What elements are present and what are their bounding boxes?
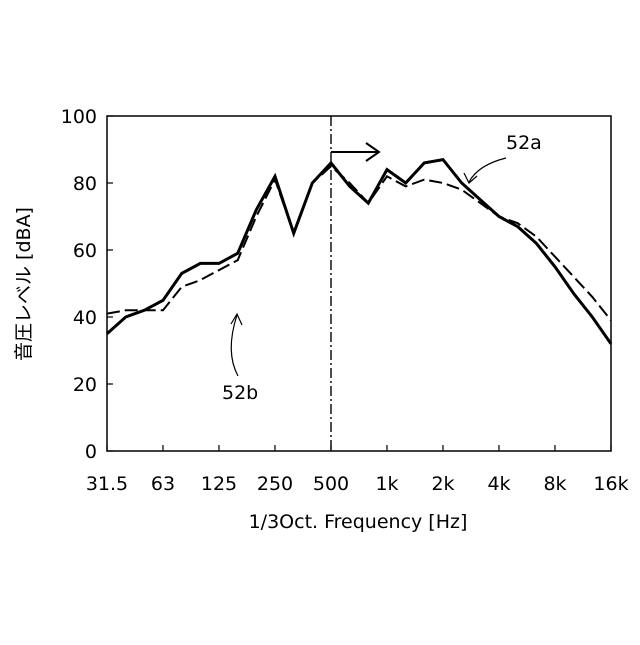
y-axis-label: 音圧レベル [dBA] [13,207,35,361]
callout-label-52b: 52b [222,382,258,404]
x-tick-label: 4k [487,473,510,495]
y-tick-label: 40 [73,307,97,329]
x-tick-label: 63 [151,473,175,495]
y-tick-label: 80 [73,173,97,195]
plot-area-frame [107,116,611,451]
callout-label-52a: 52a [506,132,542,154]
x-tick-label: 31.5 [86,473,128,495]
callout-leader-52b [231,315,238,376]
x-tick-label: 125 [201,473,237,495]
y-tick-label: 0 [85,441,97,463]
x-tick-label: 16k [593,473,628,495]
series-line-52a [107,160,611,344]
y-tick-label: 100 [61,106,97,128]
x-tick-label: 500 [313,473,349,495]
x-tick-label: 2k [431,473,454,495]
callout-arrowhead-52b [231,314,242,325]
x-axis-label: 1/3Oct. Frequency [Hz] [249,511,468,533]
x-tick-label: 1k [375,473,398,495]
y-tick-label: 20 [73,374,97,396]
x-tick-label: 8k [543,473,566,495]
y-tick-label: 60 [73,240,97,262]
x-tick-label: 250 [257,473,293,495]
